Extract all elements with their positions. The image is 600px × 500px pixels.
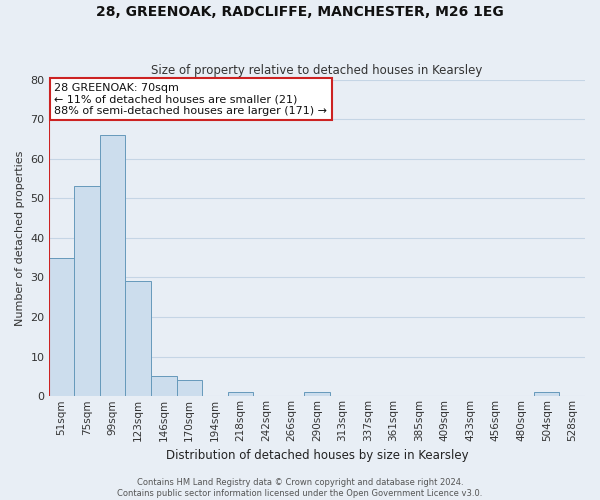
Text: 28 GREENOAK: 70sqm
← 11% of detached houses are smaller (21)
88% of semi-detache: 28 GREENOAK: 70sqm ← 11% of detached hou… (54, 82, 327, 116)
Bar (74, 186, 100, 396)
Title: Size of property relative to detached houses in Kearsley: Size of property relative to detached ho… (151, 64, 482, 77)
Y-axis label: Number of detached properties: Number of detached properties (15, 150, 25, 326)
Text: Contains HM Land Registry data © Crown copyright and database right 2024.
Contai: Contains HM Land Registry data © Crown c… (118, 478, 482, 498)
Bar (304, 392, 329, 396)
Bar (151, 376, 176, 396)
Bar (227, 392, 253, 396)
Bar (49, 258, 74, 396)
X-axis label: Distribution of detached houses by size in Kearsley: Distribution of detached houses by size … (166, 450, 468, 462)
Bar (100, 135, 125, 396)
Bar (176, 380, 202, 396)
Bar (125, 282, 151, 397)
Bar (534, 392, 559, 396)
Text: 28, GREENOAK, RADCLIFFE, MANCHESTER, M26 1EG: 28, GREENOAK, RADCLIFFE, MANCHESTER, M26… (96, 5, 504, 19)
